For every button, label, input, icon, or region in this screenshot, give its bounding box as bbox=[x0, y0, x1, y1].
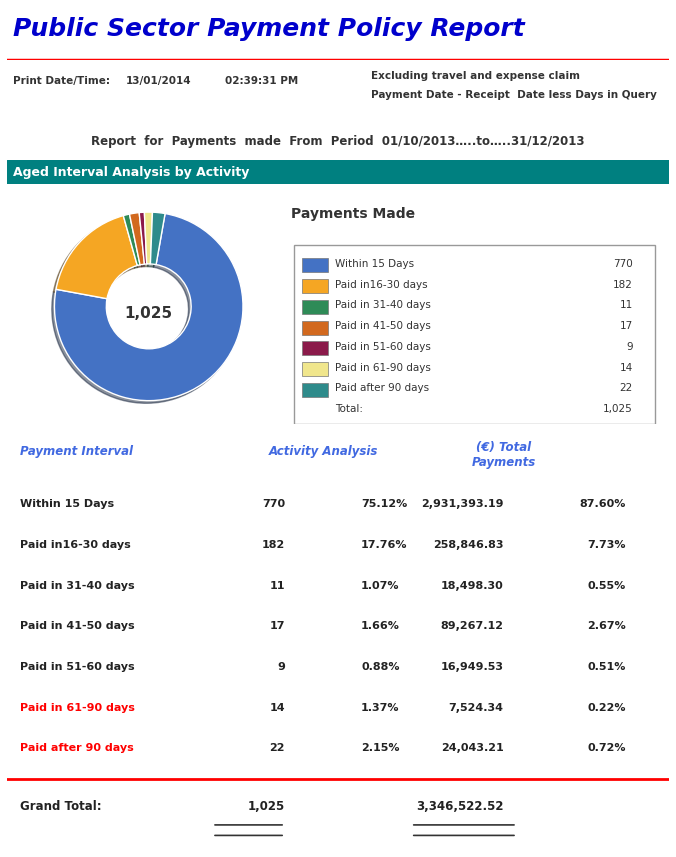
Wedge shape bbox=[56, 216, 137, 299]
FancyBboxPatch shape bbox=[301, 321, 328, 335]
Wedge shape bbox=[123, 214, 140, 266]
Text: 22: 22 bbox=[270, 744, 285, 753]
FancyBboxPatch shape bbox=[301, 362, 328, 376]
Text: Aged Interval Analysis by Activity: Aged Interval Analysis by Activity bbox=[14, 165, 249, 179]
Text: (€) Total
Payments: (€) Total Payments bbox=[471, 441, 536, 469]
Text: 17.76%: 17.76% bbox=[361, 540, 408, 550]
Text: Payments Made: Payments Made bbox=[291, 207, 415, 221]
Text: Paid in16-30 days: Paid in16-30 days bbox=[335, 279, 428, 290]
Text: 89,267.12: 89,267.12 bbox=[441, 621, 504, 632]
Text: Excluding travel and expense claim: Excluding travel and expense claim bbox=[371, 71, 580, 81]
Text: 0.51%: 0.51% bbox=[588, 662, 626, 672]
FancyBboxPatch shape bbox=[301, 383, 328, 397]
Text: Total:: Total: bbox=[335, 405, 363, 414]
Text: Activity Analysis: Activity Analysis bbox=[268, 446, 378, 458]
Text: 0.88%: 0.88% bbox=[361, 662, 400, 672]
Text: 2,931,393.19: 2,931,393.19 bbox=[421, 499, 504, 509]
Text: Payment Date - Receipt  Date less Days in Query: Payment Date - Receipt Date less Days in… bbox=[371, 90, 657, 100]
Text: 14: 14 bbox=[619, 363, 633, 373]
Text: 1,025: 1,025 bbox=[603, 405, 633, 414]
Text: 9: 9 bbox=[277, 662, 285, 672]
Text: 16,949.53: 16,949.53 bbox=[441, 662, 504, 672]
Wedge shape bbox=[130, 213, 145, 265]
FancyBboxPatch shape bbox=[295, 245, 655, 424]
Text: Paid in 61-90 days: Paid in 61-90 days bbox=[20, 703, 135, 713]
Text: 0.72%: 0.72% bbox=[587, 744, 626, 753]
Text: Paid in 51-60 days: Paid in 51-60 days bbox=[335, 342, 431, 352]
Text: 02:39:31 PM: 02:39:31 PM bbox=[225, 76, 299, 86]
Text: Paid after 90 days: Paid after 90 days bbox=[335, 383, 429, 393]
FancyBboxPatch shape bbox=[301, 341, 328, 356]
Text: 14: 14 bbox=[269, 703, 285, 713]
Text: Paid in 41-50 days: Paid in 41-50 days bbox=[20, 621, 135, 632]
Text: 1.66%: 1.66% bbox=[361, 621, 400, 632]
Text: Print Date/Time:: Print Date/Time: bbox=[14, 76, 110, 86]
Text: 75.12%: 75.12% bbox=[361, 499, 408, 509]
Text: Paid after 90 days: Paid after 90 days bbox=[20, 744, 134, 753]
Text: 770: 770 bbox=[613, 259, 633, 269]
Text: 1,025: 1,025 bbox=[247, 800, 285, 812]
Text: Report  for  Payments  made  From  Period  01/10/2013…..to…..31/12/2013: Report for Payments made From Period 01/… bbox=[91, 135, 585, 148]
FancyBboxPatch shape bbox=[301, 279, 328, 293]
Text: 7,524.34: 7,524.34 bbox=[449, 703, 504, 713]
Text: 1,025: 1,025 bbox=[124, 307, 173, 321]
Text: 3,346,522.52: 3,346,522.52 bbox=[416, 800, 504, 812]
Text: 9: 9 bbox=[626, 342, 633, 352]
Text: Payment Interval: Payment Interval bbox=[20, 446, 133, 458]
FancyBboxPatch shape bbox=[301, 300, 328, 314]
Wedge shape bbox=[139, 213, 147, 264]
Text: Paid in 51-60 days: Paid in 51-60 days bbox=[20, 662, 135, 672]
Text: 11: 11 bbox=[270, 580, 285, 590]
Text: 7.73%: 7.73% bbox=[587, 540, 626, 550]
Text: 17: 17 bbox=[270, 621, 285, 632]
Text: 24,043.21: 24,043.21 bbox=[441, 744, 504, 753]
Text: 0.55%: 0.55% bbox=[588, 580, 626, 590]
Text: 2.67%: 2.67% bbox=[587, 621, 626, 632]
Text: Paid in 31-40 days: Paid in 31-40 days bbox=[20, 580, 135, 590]
Text: 182: 182 bbox=[262, 540, 285, 550]
Text: Grand Total:: Grand Total: bbox=[20, 800, 101, 812]
Text: 17: 17 bbox=[619, 321, 633, 331]
Text: 2.15%: 2.15% bbox=[361, 744, 400, 753]
Text: Within 15 Days: Within 15 Days bbox=[20, 499, 114, 509]
Wedge shape bbox=[150, 213, 165, 265]
FancyBboxPatch shape bbox=[301, 258, 328, 273]
Wedge shape bbox=[55, 213, 243, 401]
Text: Paid in 41-50 days: Paid in 41-50 days bbox=[335, 321, 431, 331]
Text: Paid in 31-40 days: Paid in 31-40 days bbox=[335, 301, 431, 310]
Text: 770: 770 bbox=[262, 499, 285, 509]
Text: Paid in 61-90 days: Paid in 61-90 days bbox=[335, 363, 431, 373]
Text: 1.37%: 1.37% bbox=[361, 703, 400, 713]
Text: 18,498.30: 18,498.30 bbox=[441, 580, 504, 590]
Text: 13/01/2014: 13/01/2014 bbox=[126, 76, 191, 86]
Text: 11: 11 bbox=[619, 301, 633, 310]
Text: 258,846.83: 258,846.83 bbox=[433, 540, 504, 550]
Text: 22: 22 bbox=[619, 383, 633, 393]
Text: 1.07%: 1.07% bbox=[361, 580, 400, 590]
Text: 0.22%: 0.22% bbox=[587, 703, 626, 713]
Text: 87.60%: 87.60% bbox=[580, 499, 626, 509]
Text: Within 15 Days: Within 15 Days bbox=[335, 259, 414, 269]
Wedge shape bbox=[145, 213, 153, 264]
Text: Public Sector Payment Policy Report: Public Sector Payment Policy Report bbox=[14, 17, 525, 41]
Text: 182: 182 bbox=[613, 279, 633, 290]
Text: Paid in16-30 days: Paid in16-30 days bbox=[20, 540, 130, 550]
